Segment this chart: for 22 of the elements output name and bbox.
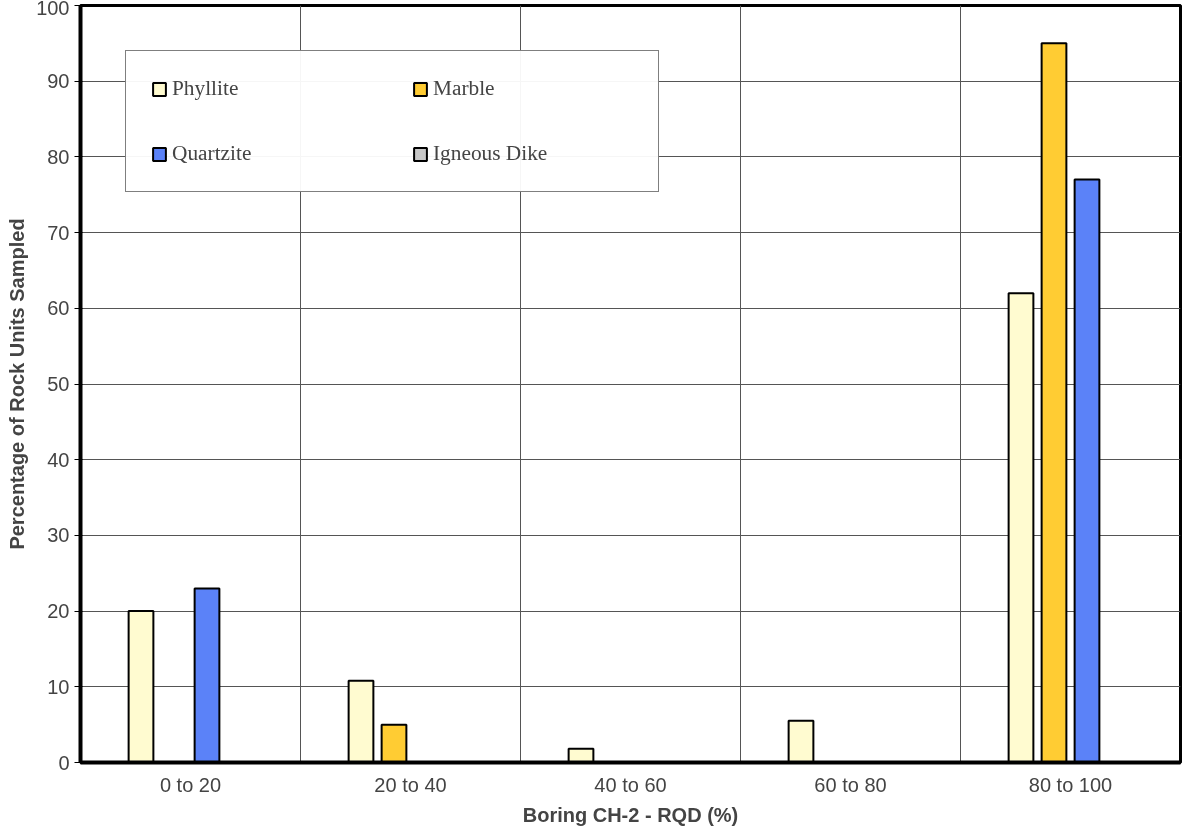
y-tick-label: 80 bbox=[47, 145, 70, 168]
x-axis-title: Boring CH-2 - RQD (%) bbox=[522, 803, 739, 826]
y-axis-title: Percentage of Rock Units Sampled bbox=[6, 218, 29, 550]
y-tick-label: 30 bbox=[47, 524, 70, 547]
legend-label: Phyllite bbox=[172, 76, 240, 101]
y-tick-label: 40 bbox=[47, 448, 70, 471]
y-tick-label: 10 bbox=[47, 675, 70, 698]
x-tick-label: 40 to 60 bbox=[594, 773, 667, 796]
y-tick-label: 90 bbox=[47, 70, 70, 93]
y-tick-label: 60 bbox=[47, 297, 70, 320]
x-tick-label: 20 to 40 bbox=[374, 773, 447, 796]
legend-label: Marble bbox=[433, 76, 496, 101]
y-tick-label: 100 bbox=[36, 0, 70, 19]
y-tick-label: 0 bbox=[58, 751, 70, 774]
y-tick-label: 50 bbox=[47, 373, 70, 395]
y-tick-label: 70 bbox=[47, 221, 70, 244]
legend-label: Quartzite bbox=[172, 141, 253, 166]
x-tick-label: 0 to 20 bbox=[159, 773, 222, 796]
legend-label: Igneous Dike bbox=[433, 141, 549, 166]
x-tick-label: 60 to 80 bbox=[814, 773, 887, 796]
x-tick-label: 80 to 100 bbox=[1028, 773, 1113, 796]
y-tick-label: 20 bbox=[47, 600, 70, 623]
